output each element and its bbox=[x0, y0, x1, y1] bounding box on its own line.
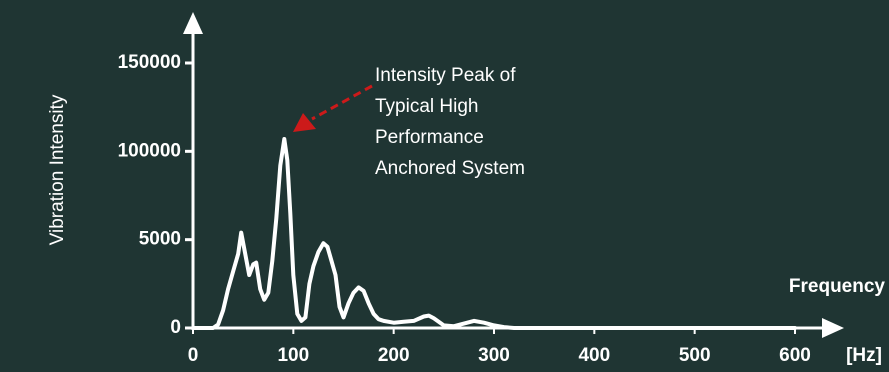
annotation-arrow-head bbox=[293, 113, 316, 132]
y-tick-label: 5000 bbox=[139, 229, 181, 250]
annotation-text: Anchored System bbox=[375, 158, 525, 179]
x-tick-label: 400 bbox=[578, 345, 610, 366]
x-tick-label: 300 bbox=[478, 345, 510, 366]
line-series bbox=[191, 137, 797, 330]
x-tick-label: 0 bbox=[188, 345, 199, 366]
x-axis-arrow bbox=[822, 318, 844, 338]
x-tick-label: 200 bbox=[378, 345, 410, 366]
annotation-text: Intensity Peak of bbox=[375, 65, 516, 86]
y-axis-label: Vibration Intensity bbox=[47, 94, 68, 245]
annotation-text: Performance bbox=[375, 127, 484, 148]
x-axis-unit: [Hz] bbox=[846, 345, 882, 366]
y-tick-label: 0 bbox=[170, 317, 181, 338]
x-axis-label: Frequency bbox=[789, 276, 886, 297]
y-tick-label: 100000 bbox=[118, 140, 181, 161]
x-tick-label: 500 bbox=[679, 345, 711, 366]
annotation-text: Typical High bbox=[375, 96, 479, 117]
x-tick-label: 600 bbox=[779, 345, 811, 366]
y-axis-arrow bbox=[183, 12, 203, 34]
x-tick-label: 100 bbox=[277, 345, 309, 366]
y-tick-label: 150000 bbox=[118, 52, 181, 73]
annotation-arrow-line bbox=[311, 84, 373, 121]
